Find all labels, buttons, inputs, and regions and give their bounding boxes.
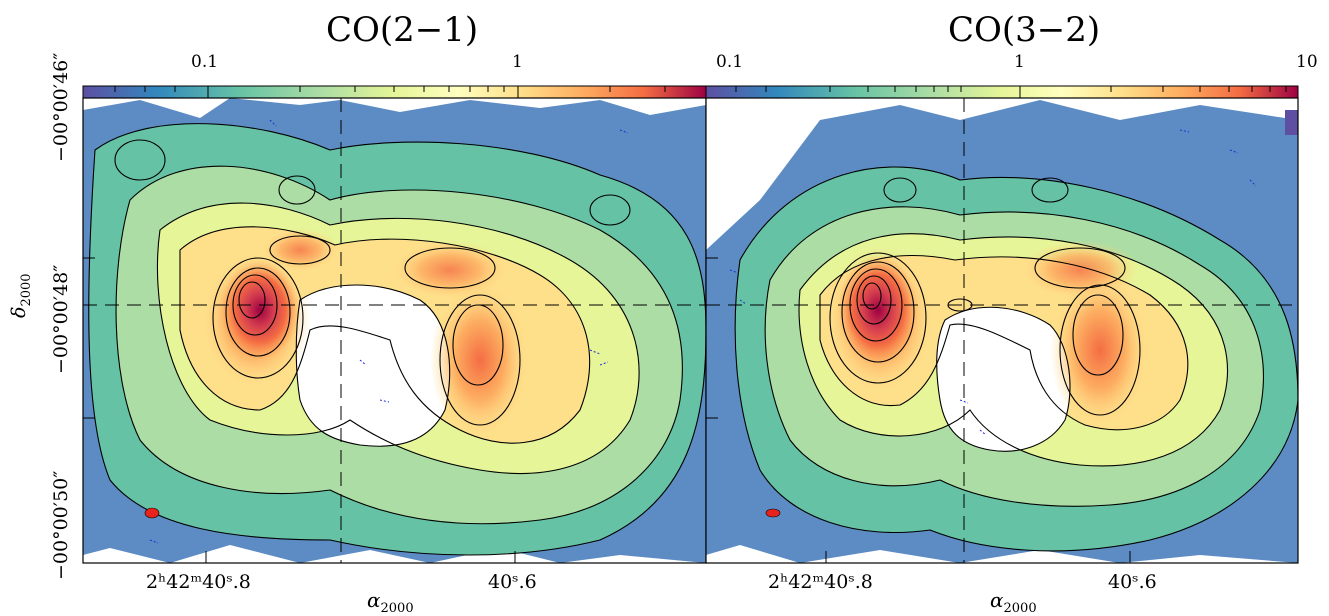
y-tick-top: −00°00′46″: [50, 53, 72, 162]
map-co21: [83, 98, 706, 563]
x-axis-title-co21: α2000: [367, 588, 414, 616]
x-tick-left-co21: 2ʰ42ᵐ40ˢ.8: [146, 571, 251, 593]
x-axis-title-co32: α2000: [990, 588, 1037, 616]
colorbar-co32: [706, 86, 1298, 98]
x-tick-right-co32: 40ˢ.6: [1108, 571, 1157, 593]
beam-ellipse-co21: [145, 508, 159, 518]
y-axis-title: δ2000: [8, 273, 34, 318]
y-tick-bottom: −00°00′50″: [50, 471, 72, 580]
map-co32: [706, 98, 1298, 563]
beam-ellipse-co32: [766, 509, 780, 517]
y-tick-mid: −00°00′48″: [50, 265, 72, 374]
x-tick-right-co21: 40ˢ.6: [488, 571, 537, 593]
x-tick-left-co32: 2ʰ42ᵐ40ˢ.8: [768, 571, 873, 593]
